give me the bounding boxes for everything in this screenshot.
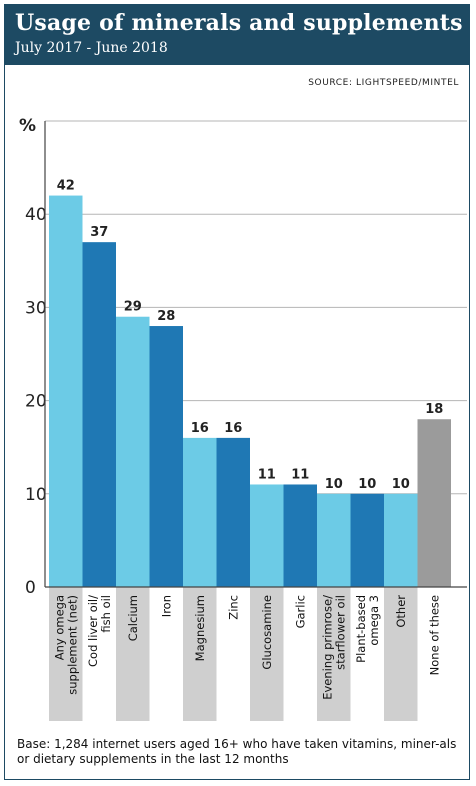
data-label: 37 xyxy=(90,225,108,240)
category-label: starflower oil xyxy=(333,595,347,670)
infographic-frame: Usage of minerals and supplements July 2… xyxy=(4,4,470,780)
bar xyxy=(116,316,150,587)
category-label: fish oil xyxy=(99,595,113,633)
data-label: 10 xyxy=(325,477,343,492)
chart-title: Usage of minerals and supplements xyxy=(15,10,463,36)
base-footnote: Base: 1,284 internet users aged 16+ who … xyxy=(17,737,457,766)
category-label: Other xyxy=(394,595,408,628)
bar xyxy=(384,493,418,587)
y-tick-label: 20 xyxy=(25,392,47,412)
category-label: Cod liver oil/ xyxy=(86,595,100,667)
category-label: Calcium xyxy=(126,595,140,641)
bar xyxy=(49,195,83,587)
category-label: Zinc xyxy=(226,595,240,620)
category-label: Glucosamine xyxy=(260,595,274,670)
category-label: Garlic xyxy=(293,595,307,628)
category-label: Evening primrose/ xyxy=(320,595,334,700)
bar xyxy=(82,242,116,587)
data-label: 16 xyxy=(224,421,242,436)
category-label: Plant-based xyxy=(354,595,368,663)
category-band xyxy=(384,587,418,721)
data-label: 28 xyxy=(157,309,175,324)
y-tick-label: 10 xyxy=(25,485,47,505)
chart-subtitle: July 2017 - June 2018 xyxy=(15,40,168,56)
category-band xyxy=(49,587,83,721)
category-label: supplement (net) xyxy=(65,595,79,695)
data-label: 10 xyxy=(358,477,376,492)
bar xyxy=(283,484,317,587)
category-label: Any omega xyxy=(52,595,66,660)
bar xyxy=(417,419,451,587)
category-band xyxy=(183,587,217,721)
category-label: Iron xyxy=(159,595,173,617)
y-axis-label: % xyxy=(19,116,36,136)
data-label: 10 xyxy=(392,477,410,492)
bar-chart: % 0 10 20 30 40 42 37 29 28 16 16 11 11 10 10 10 18 Any om… xyxy=(19,116,467,721)
category-band xyxy=(317,587,351,721)
category-band xyxy=(116,587,150,721)
bar xyxy=(216,437,250,587)
data-label: 11 xyxy=(291,467,309,482)
data-label: 11 xyxy=(258,467,276,482)
data-label: 29 xyxy=(124,300,142,315)
category-label: None of these xyxy=(427,595,441,675)
data-label: 42 xyxy=(57,179,75,194)
header-banner: Usage of minerals and supplements July 2… xyxy=(5,5,469,65)
data-label: 18 xyxy=(425,402,443,417)
y-tick-label: 0 xyxy=(25,578,36,598)
category-label: Magnesium xyxy=(193,595,207,661)
bar xyxy=(149,326,183,587)
y-tick-label: 30 xyxy=(25,298,47,318)
category-label: omega 3 xyxy=(367,595,381,646)
bar xyxy=(317,493,351,587)
source-note: SOURCE: LIGHTSPEED/MINTEL xyxy=(308,78,459,88)
bar xyxy=(183,437,217,587)
category-band xyxy=(250,587,284,721)
bar xyxy=(250,484,284,587)
bar xyxy=(350,493,384,587)
data-label: 16 xyxy=(191,421,209,436)
y-tick-label: 40 xyxy=(25,205,47,225)
